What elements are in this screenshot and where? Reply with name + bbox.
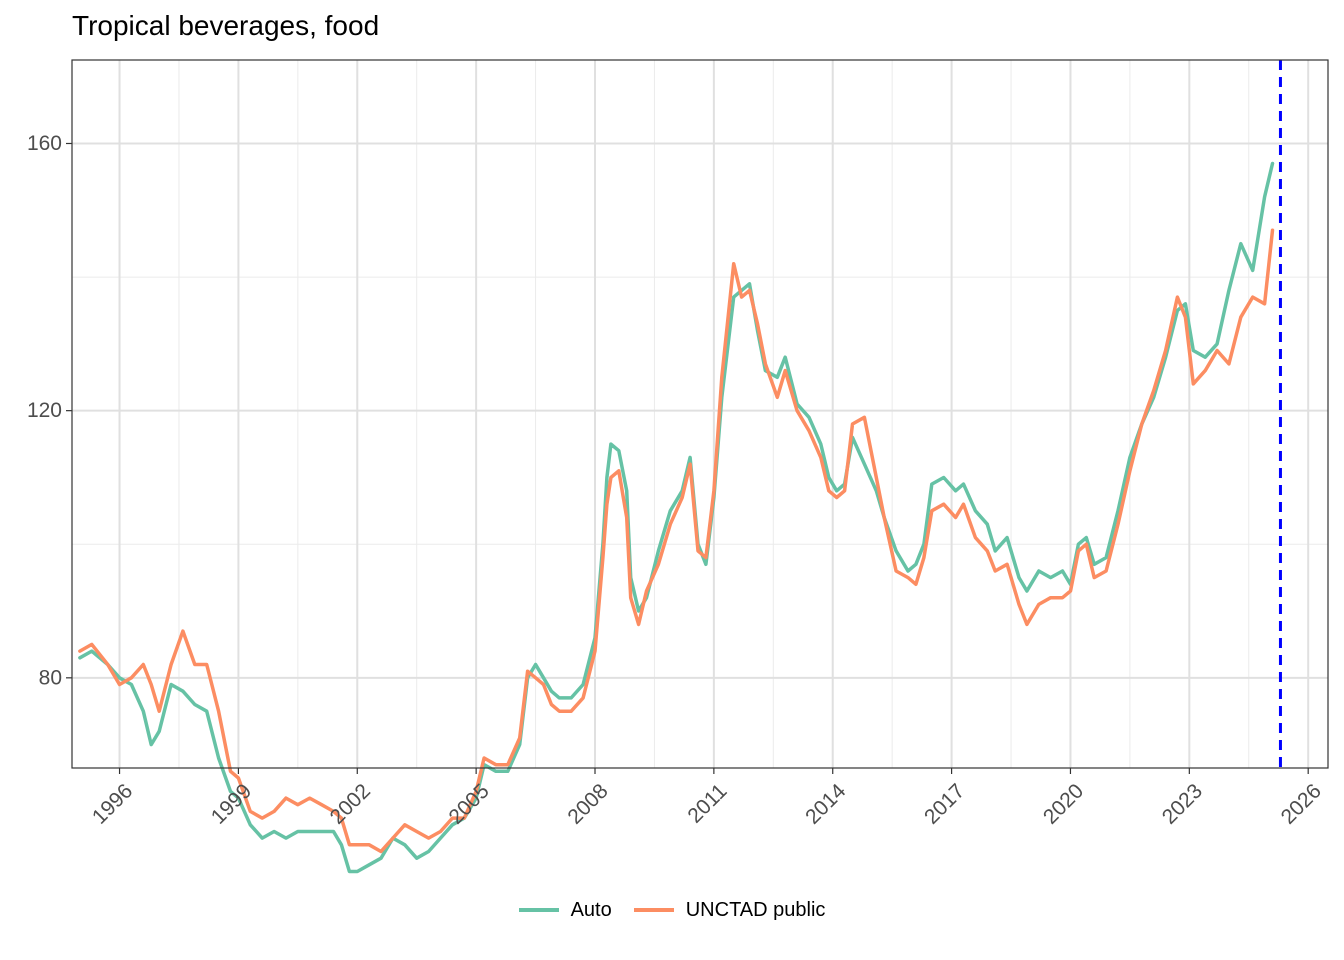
y-axis: 80 120 160	[27, 132, 72, 689]
legend-key-unctad-public	[633, 908, 674, 912]
x-tick-label: 1996	[88, 779, 137, 828]
x-tick-label: 2020	[1039, 779, 1088, 828]
series-line-unctad-public	[78, 228, 1275, 854]
x-tick-label: 2017	[920, 779, 969, 828]
legend-item-unctad-public: UNCTAD public	[633, 898, 826, 922]
x-tick-label: 2026	[1277, 779, 1326, 828]
x-tick-label: 2008	[563, 779, 612, 828]
legend: Auto UNCTAD public	[0, 895, 1344, 925]
legend-key-auto	[518, 908, 559, 912]
y-tick-label: 120	[27, 399, 62, 422]
legend-label-unctad-public: UNCTAD public	[685, 898, 826, 921]
plot-panel-border	[71, 59, 1329, 769]
x-tick-label: 2011	[683, 779, 731, 827]
series-layer	[78, 161, 1275, 874]
x-tick-label: 2023	[1158, 779, 1207, 828]
x-tick-label: 2002	[326, 779, 375, 828]
legend-label-auto: Auto	[570, 898, 612, 921]
x-axis: 1996 1999 2002 2005 2008 2011 2014 2017 2020 2023…	[88, 768, 1326, 829]
y-tick-label: 160	[27, 132, 62, 155]
x-tick-label: 2005	[445, 779, 494, 828]
chart-title: Tropical beverages, food	[72, 10, 380, 41]
y-tick-label: 80	[39, 666, 62, 689]
x-tick-label: 2014	[801, 779, 851, 829]
series-line-auto	[78, 161, 1275, 874]
legend-item-auto: Auto	[518, 898, 612, 922]
major-gridlines	[72, 60, 1328, 768]
minor-gridlines	[72, 60, 1328, 768]
